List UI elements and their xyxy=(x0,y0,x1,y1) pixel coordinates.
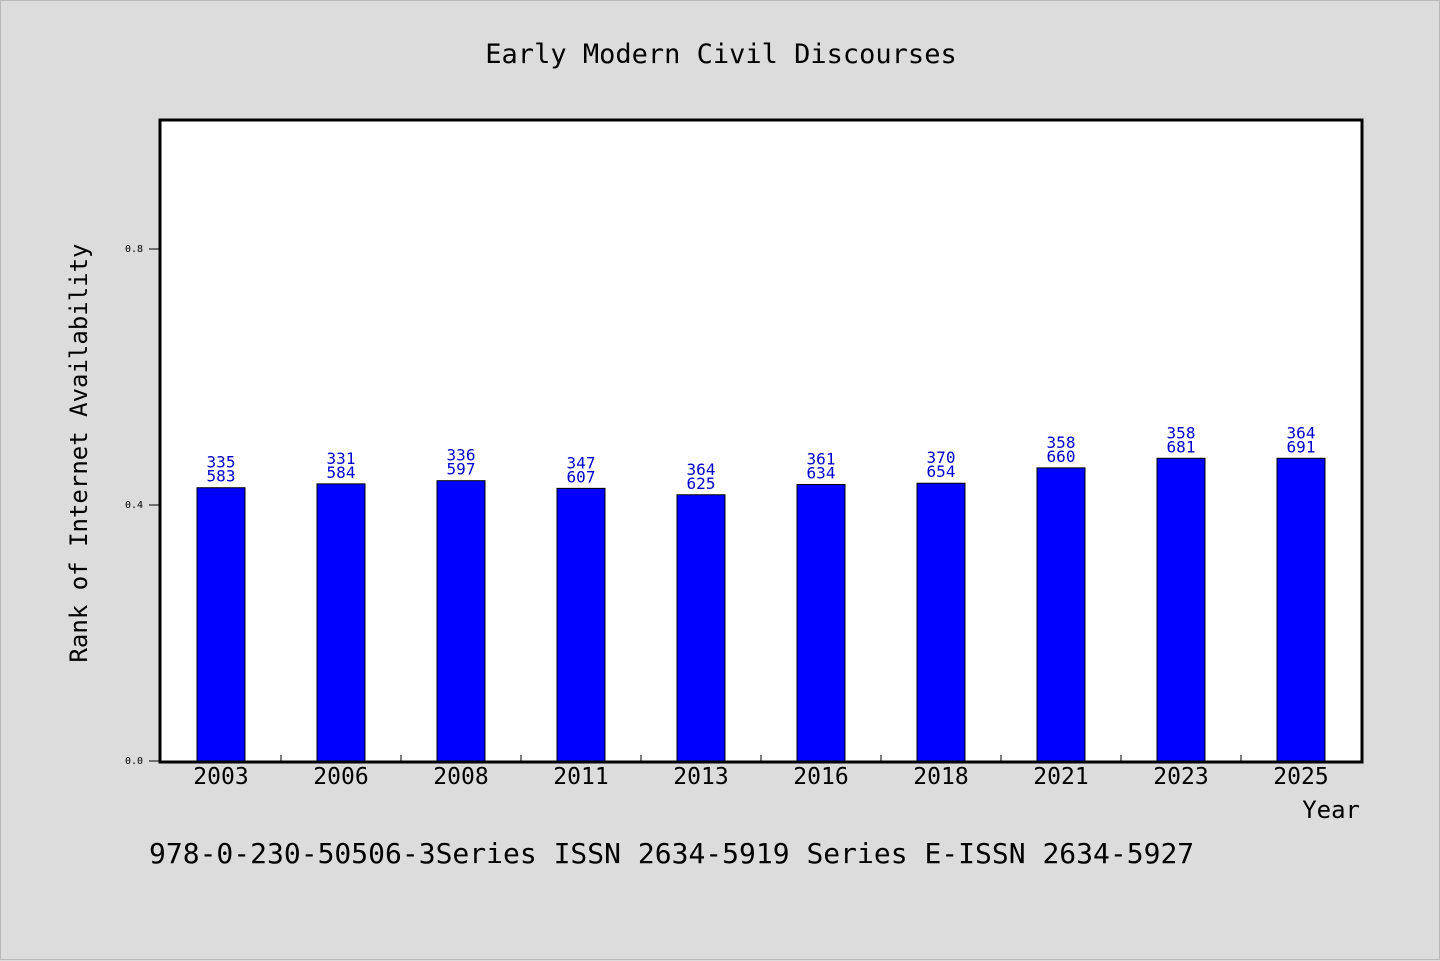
data-label-bottom: 654 xyxy=(927,462,956,481)
y-tick-label: 0.0 xyxy=(125,756,143,767)
data-label-top: 358 xyxy=(1047,433,1076,452)
bar xyxy=(196,487,246,762)
data-label-top: 335 xyxy=(207,453,236,472)
data-label-top: 364 xyxy=(687,460,716,479)
data-label-bottom: 660 xyxy=(1047,447,1076,466)
data-label-bottom: 583 xyxy=(207,467,236,486)
x-tick-label: 2025 xyxy=(1273,764,1328,790)
x-axis-label: Year xyxy=(1302,796,1360,824)
x-tick-label: 2011 xyxy=(553,764,608,790)
data-label-top: 347 xyxy=(567,453,596,472)
data-label-bottom: 681 xyxy=(1167,437,1196,456)
x-tick-label: 2008 xyxy=(433,764,488,790)
data-label-top: 364 xyxy=(1287,423,1316,442)
data-label-top: 358 xyxy=(1167,423,1196,442)
data-label-bottom: 607 xyxy=(567,467,596,486)
data-label-bottom: 625 xyxy=(687,474,716,493)
x-tick-label: 2016 xyxy=(793,764,848,790)
data-label-top: 361 xyxy=(807,450,836,469)
bar xyxy=(1276,457,1326,762)
bar xyxy=(1156,457,1206,762)
data-label-bottom: 584 xyxy=(327,463,356,482)
data-label-bottom: 691 xyxy=(1287,437,1316,456)
y-axis: 0.0 0.4 0.8 xyxy=(125,244,161,767)
bar xyxy=(796,484,846,762)
x-tick-label: 2023 xyxy=(1153,764,1208,790)
y-tick-label: 0.8 xyxy=(125,244,143,255)
y-tick-label: 0.4 xyxy=(125,500,143,511)
data-label-top: 331 xyxy=(327,449,356,468)
bar xyxy=(436,480,486,762)
x-tick-label: 2018 xyxy=(913,764,968,790)
x-tick-label: 2006 xyxy=(313,764,368,790)
x-tick-label: 2013 xyxy=(673,764,728,790)
bar xyxy=(1036,467,1086,762)
x-axis: 2003 2006 2008 2011 2013 2016 2018 2021 2023 2025 xyxy=(193,755,1329,790)
bar xyxy=(676,494,726,762)
x-tick-label: 2003 xyxy=(193,764,248,790)
y-axis-label: Rank of Internet Availability xyxy=(65,243,93,662)
data-label-bottom: 634 xyxy=(807,464,836,483)
x-tick-label: 2021 xyxy=(1033,764,1088,790)
bar-series xyxy=(196,457,1326,762)
data-label-bottom: 597 xyxy=(447,460,476,479)
data-label-top: 336 xyxy=(447,446,476,465)
bar xyxy=(556,487,606,762)
chart-title: Early Modern Civil Discourses xyxy=(485,39,956,70)
bar xyxy=(916,482,966,762)
footer-text: 978-0-230-50506-3Series ISSN 2634-5919 S… xyxy=(149,837,1194,870)
data-label-top: 370 xyxy=(927,448,956,467)
bar xyxy=(316,483,366,762)
